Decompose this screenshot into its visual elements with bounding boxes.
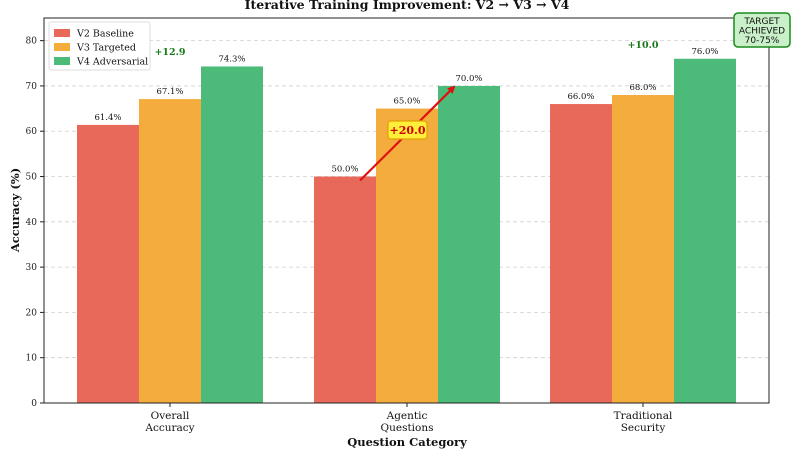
gain-annotation: +12.9 [154,47,185,58]
legend-label: V2 Baseline [76,29,134,40]
y-tick-label: 0 [31,399,37,409]
gain-annotation: +10.0 [627,40,658,51]
target-text: ACHIEVED [739,27,785,37]
bar-value-label: 61.4% [94,113,121,123]
target-text: 70-75% [745,36,780,46]
chart-title: Iterative Training Improvement: V2 → V3 … [245,0,570,12]
bar-value-label: 50.0% [331,165,358,175]
legend-box [48,21,151,71]
y-tick-label: 30 [26,263,38,273]
y-tick-label: 80 [26,37,38,47]
y-tick-label: 10 [26,354,38,364]
callout-box [387,120,428,140]
bar-v3-targeted-0 [139,99,201,403]
x-tick-label: Agentic [386,410,428,422]
y-tick-label: 70 [26,82,38,92]
callout-text: +20.0 [389,124,425,137]
target-box [733,12,791,48]
bar-value-label: 70.0% [455,74,482,84]
y-tick-label: 60 [26,127,38,137]
legend-swatch [54,43,70,51]
legend-label: V4 Adversarial [76,57,148,68]
x-tick-label: Traditional [614,410,673,422]
bar-v2-baseline-1 [314,176,376,403]
y-tick-label: 40 [26,218,38,228]
bar-value-label: 66.0% [567,92,594,102]
bar-value-label: 65.0% [393,97,420,107]
bar-v4-adversarial-0 [201,66,263,403]
bar-value-label: 68.0% [629,83,656,93]
legend: V2 Baseline V3 Targeted V4 Adversarial [48,21,151,71]
y-axis-label: Accuracy (%) [8,168,22,253]
bar-v3-targeted-2 [612,95,674,403]
bar-v4-adversarial-1 [438,85,500,404]
bar-v4-adversarial-2 [674,58,736,403]
target-text: TARGET [743,17,780,27]
legend-swatch [54,57,70,65]
bar-v3-targeted-1 [376,108,438,404]
bar-v2-baseline-0 [77,124,139,404]
y-tick-label: 50 [26,173,38,183]
bar-value-label: 67.1% [156,87,183,97]
x-tick-label: Overall [151,410,190,422]
x-tick-label: Questions [380,422,433,434]
x-axis-label: Question Category [347,435,467,449]
x-tick-label: Accuracy [144,422,194,434]
bar-value-label: 76.0% [691,47,718,57]
x-tick-label: Security [621,422,666,434]
legend-label: V3 Targeted [76,43,136,54]
bar-v2-baseline-2 [550,104,612,403]
y-tick-label: 20 [26,308,38,318]
bar-value-label: 74.3% [218,54,245,64]
legend-swatch [54,29,70,37]
